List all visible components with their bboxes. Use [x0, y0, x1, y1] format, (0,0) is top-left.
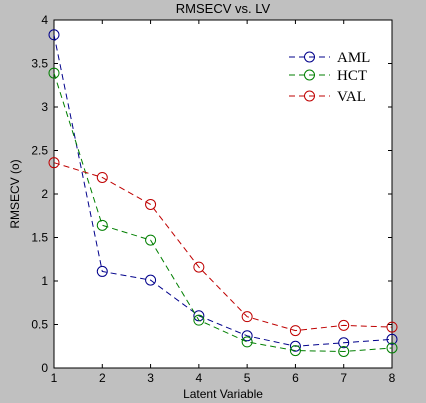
- legend-marker-hct: [304, 69, 315, 81]
- legend-entry-val: VAL: [289, 89, 366, 105]
- series-line-val: [53, 162, 393, 332]
- legend-label-val: VAL: [337, 89, 366, 105]
- x-tick-label: 6: [292, 371, 299, 385]
- data-point-val: [96, 171, 108, 183]
- data-point-hct: [145, 234, 157, 246]
- series-aml: [48, 29, 398, 352]
- series-layer: [48, 29, 398, 357]
- data-point-aml: [386, 333, 398, 345]
- x-tick-label: 5: [244, 371, 251, 385]
- data-point-aml: [241, 330, 253, 342]
- legend-entry-aml: AML: [289, 50, 370, 66]
- y-tick-label: 4: [41, 13, 48, 27]
- data-point-hct: [338, 345, 350, 357]
- data-point-val: [386, 321, 398, 333]
- data-point-aml: [338, 337, 350, 349]
- x-axis-label: Latent Variable: [183, 387, 263, 401]
- y-tick-label: 0.5: [31, 318, 48, 332]
- legend-marker-val: [304, 90, 315, 102]
- chart-title: RMSECV vs. LV: [176, 1, 271, 16]
- x-tick-label: 3: [147, 371, 154, 385]
- data-point-hct: [241, 336, 253, 348]
- data-point-hct: [48, 67, 60, 79]
- x-tick-label: 1: [51, 371, 58, 385]
- legend-label-aml: AML: [337, 50, 370, 66]
- y-axis-label: RMSECV (o): [8, 159, 22, 228]
- data-point-aml: [48, 29, 60, 41]
- y-tick-label: 0: [41, 361, 48, 375]
- legend-marker-aml: [304, 51, 315, 63]
- y-tick-label: 1.5: [31, 231, 48, 245]
- series-line-aml: [53, 34, 393, 347]
- y-tick-label: 2.5: [31, 144, 48, 158]
- data-point-hct: [289, 345, 301, 357]
- data-point-val: [193, 261, 205, 273]
- x-tick-label: 7: [340, 371, 347, 385]
- y-tick-label: 1: [41, 274, 48, 288]
- series-line-hct: [53, 72, 393, 352]
- x-tick-label: 4: [196, 371, 203, 385]
- data-point-val: [48, 157, 60, 169]
- data-point-aml: [96, 265, 108, 277]
- legend: AML HCT VAL: [289, 50, 370, 105]
- axis-ticks: 1 2 3 4 5 6 7 8 0 0.5 1 1.5 2 2.5 3 3.5 4: [31, 13, 395, 385]
- data-point-val: [145, 198, 157, 210]
- series-hct: [48, 67, 398, 357]
- data-point-hct: [193, 314, 205, 326]
- data-point-val: [289, 325, 301, 337]
- x-tick-label: 8: [389, 371, 396, 385]
- y-tick-label: 3: [41, 100, 48, 114]
- x-tick-label: 2: [99, 371, 106, 385]
- data-point-val: [241, 311, 253, 323]
- data-point-aml: [193, 310, 205, 322]
- data-point-aml: [145, 274, 157, 286]
- data-point-hct: [96, 219, 108, 231]
- y-tick-label: 3.5: [31, 57, 48, 71]
- data-point-aml: [289, 340, 301, 352]
- y-tick-label: 2: [41, 187, 48, 201]
- series-val: [48, 157, 398, 337]
- legend-label-hct: HCT: [337, 68, 367, 84]
- legend-entry-hct: HCT: [289, 68, 367, 84]
- data-point-hct: [386, 342, 398, 354]
- data-point-val: [338, 319, 350, 331]
- plot-area: [53, 19, 393, 369]
